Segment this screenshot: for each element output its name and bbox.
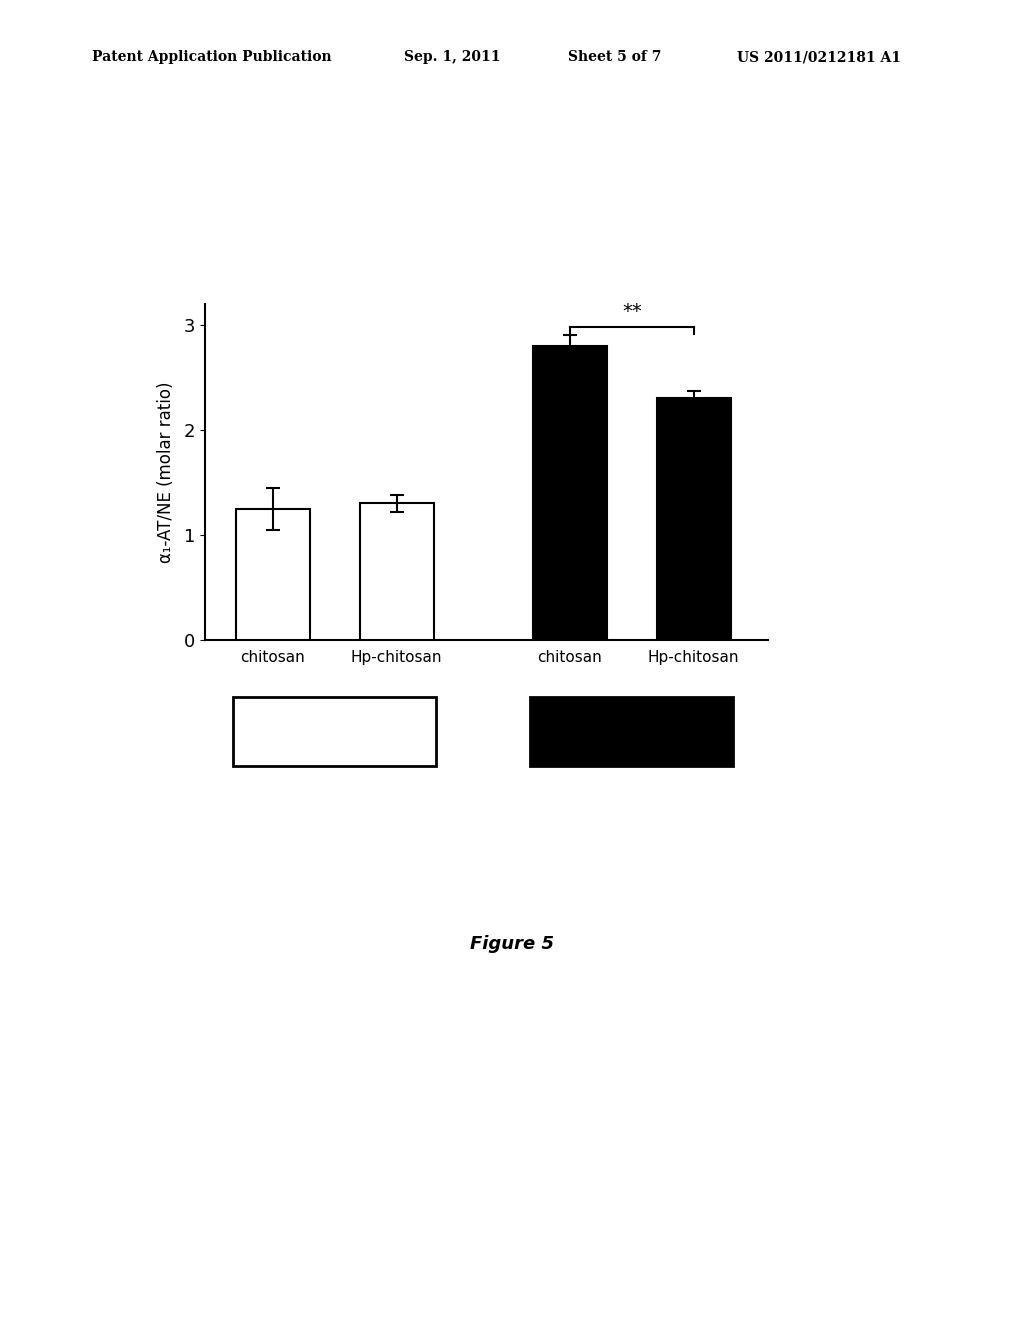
Text: Sep. 1, 2011: Sep. 1, 2011 [404, 50, 501, 65]
Bar [656, 399, 731, 640]
Bar [359, 503, 434, 640]
Text: Patent Application Publication: Patent Application Publication [92, 50, 332, 65]
Text: **: ** [622, 302, 642, 322]
Y-axis label: α₁-AT/NE (molar ratio): α₁-AT/NE (molar ratio) [158, 381, 175, 562]
Text: Figure 5: Figure 5 [470, 935, 554, 953]
Text: Sham air: Sham air [286, 722, 383, 741]
Text: US 2011/0212181 A1: US 2011/0212181 A1 [737, 50, 901, 65]
Text: Smoking: Smoking [585, 722, 679, 741]
Bar [532, 346, 607, 640]
Text: Sheet 5 of 7: Sheet 5 of 7 [568, 50, 662, 65]
Bar [236, 508, 310, 640]
